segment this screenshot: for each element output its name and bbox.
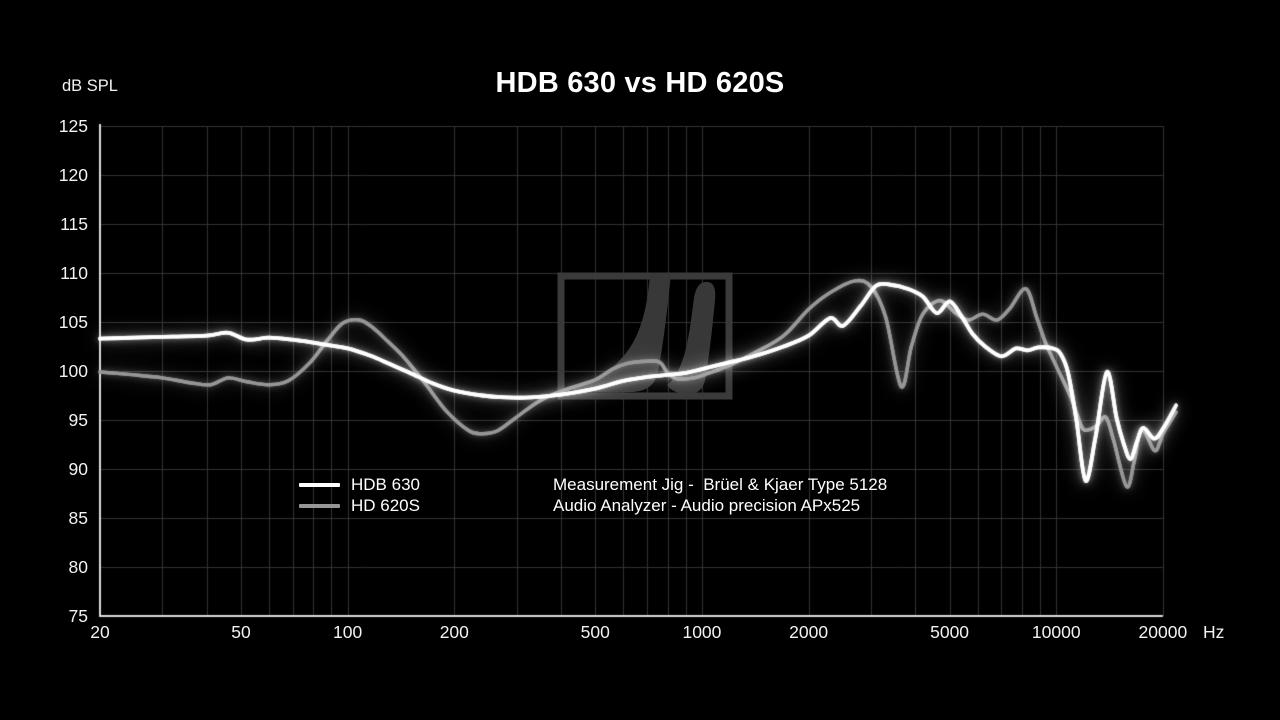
x-tick-label: 10000 <box>1031 622 1081 642</box>
y-tick-label: 95 <box>68 410 88 430</box>
x-tick-label: 100 <box>333 622 363 642</box>
y-tick-label: 90 <box>68 459 88 479</box>
x-tick-label: 20000 <box>1138 622 1188 642</box>
legend-swatch-hd620s <box>299 503 340 508</box>
x-tick-label: 50 <box>231 622 251 642</box>
y-tick-label: 85 <box>68 508 88 528</box>
y-tick-label: 115 <box>60 214 88 234</box>
page-title: HDB 630 vs HD 620S <box>495 67 785 99</box>
x-tick-label: 1000 <box>682 622 722 642</box>
x-tick-label: 2000 <box>789 622 829 642</box>
legend: HDB 630 HD 620S <box>299 475 420 516</box>
x-tick-label: 200 <box>439 622 469 642</box>
y-tick-label: 80 <box>68 557 88 577</box>
legend-label-hdb630: HDB 630 <box>351 475 420 495</box>
y-tick-label: 120 <box>58 165 88 185</box>
x-tick-label: 500 <box>580 622 610 642</box>
y-axis-unit-label: dB SPL <box>62 77 118 95</box>
legend-item-hdb630: HDB 630 <box>299 475 420 496</box>
x-tick-label: 5000 <box>930 622 970 642</box>
legend-item-hd620s: HD 620S <box>299 496 420 517</box>
y-tick-label: 105 <box>58 312 88 332</box>
measurement-notes: Measurement Jig - Brüel & Kjaer Type 512… <box>553 475 887 516</box>
legend-label-hd620s: HD 620S <box>351 495 420 515</box>
legend-swatch-hdb630 <box>299 483 340 488</box>
x-tick-label: 20 <box>90 622 110 642</box>
audio-analyzer-note: Audio Analyzer - Audio precision APx525 <box>553 495 861 515</box>
y-tick-label: 110 <box>60 263 88 283</box>
y-tick-label: 100 <box>58 361 88 381</box>
measurement-jig-note: Measurement Jig - Brüel & Kjaer Type 512… <box>553 475 888 494</box>
y-tick-label: 75 <box>68 606 88 626</box>
y-tick-label: 125 <box>58 116 88 136</box>
x-axis-unit-label: Hz <box>1203 622 1225 642</box>
